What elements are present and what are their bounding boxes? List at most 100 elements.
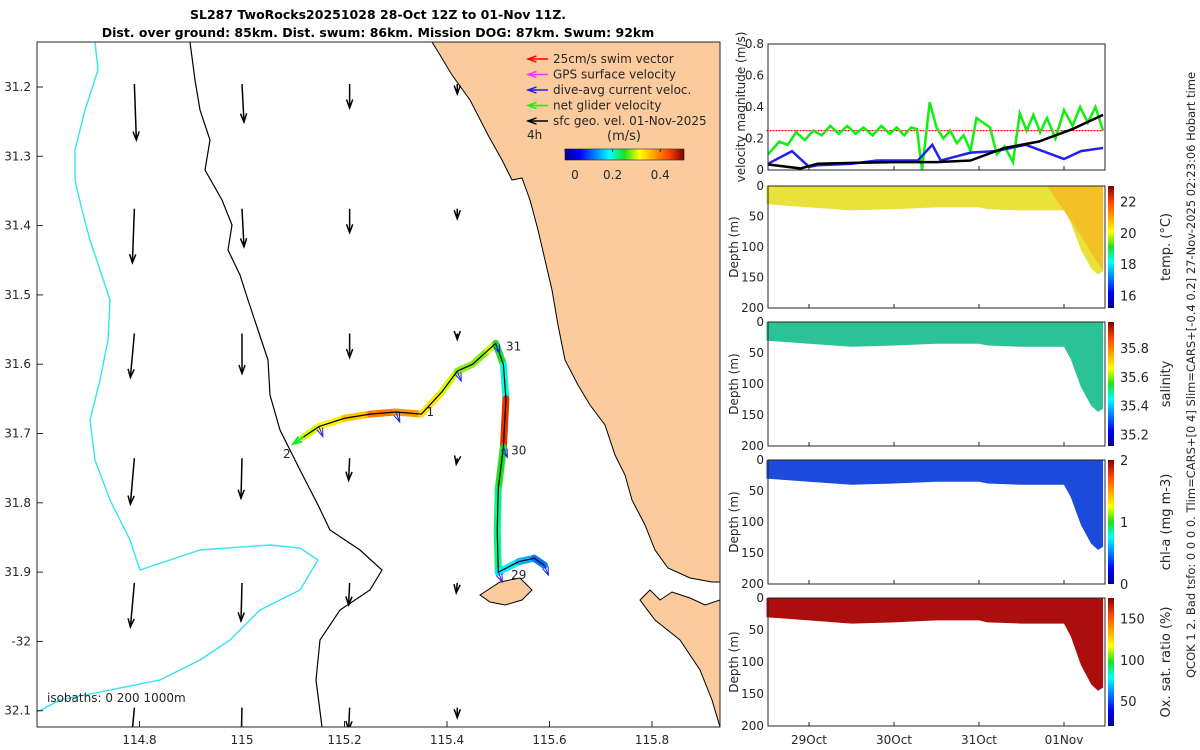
- arrow-shaft: [241, 208, 245, 247]
- geo-velocity-arrow: [345, 208, 354, 235]
- isobath-200m: [189, 42, 383, 727]
- arrow-head: [290, 436, 303, 446]
- map-ticks: 114.8 115 115.2 115.4 115.6 115.8 31.2 31.3 31.4…: [4, 80, 669, 747]
- dive-avg-current-arrow: [500, 447, 508, 459]
- arrow-head: [495, 573, 503, 584]
- geo-velocity-arrow: [127, 458, 136, 507]
- velocity-y-tick-label: 0: [756, 163, 764, 177]
- track-line: [303, 342, 545, 574]
- depth-tick-label: 0: [756, 591, 764, 605]
- arrow-head: [453, 584, 461, 596]
- geo-velocity-arrow: [453, 330, 462, 342]
- dive-avg-current-arrow: [493, 343, 501, 355]
- geo-velocity-arrow: [345, 333, 354, 360]
- velocity-y-label: velocity magnitude (m/s): [734, 32, 748, 183]
- arrow-head: [345, 720, 353, 727]
- section-axes-frame: [767, 597, 1106, 727]
- colorbar-tick-label: 35.6: [1120, 371, 1149, 386]
- title-line-1: SL287 TwoRocks20251028 28-Oct 12Z to 01-…: [190, 7, 566, 22]
- legend-arrow: [525, 117, 548, 125]
- arrow-head: [453, 330, 462, 342]
- section-colorbar: [1108, 322, 1114, 446]
- section-data-0: [766, 186, 1104, 275]
- velocity-y-tick-label: 0.6: [745, 69, 764, 83]
- arrow-head: [525, 117, 537, 125]
- depth-tick-label: 150: [741, 546, 764, 560]
- arrow-shaft: [502, 447, 508, 458]
- geo-velocity-arrow: [453, 84, 462, 97]
- dive-avg-current-arrow: [541, 564, 549, 577]
- section-colorbar: [1108, 460, 1114, 584]
- arrow-shaft: [131, 208, 136, 263]
- arrow-head: [345, 596, 353, 608]
- geo-velocity-arrow: [131, 707, 136, 727]
- arrow-head: [525, 101, 537, 110]
- colorbar-tick-label: 0: [571, 168, 579, 182]
- colorbar-tick-label: 1: [1120, 516, 1128, 531]
- colorbar-label: Ox. sat. ratio (%): [1159, 607, 1174, 718]
- colorbar-tick-label: 50: [1120, 695, 1137, 710]
- legend-arrow: [525, 70, 548, 79]
- velocity-series-net-glider-velocity: [767, 101, 1105, 171]
- map-frame: [36, 41, 721, 728]
- arrow-shaft: [240, 458, 243, 499]
- map-x-tick-label: 115.2: [327, 733, 361, 747]
- colorbar-label: chl-a (mg m-3): [1159, 474, 1174, 571]
- arrow-head: [454, 372, 462, 383]
- speed-colorbar: [564, 148, 685, 161]
- geo-velocity-arrow: [453, 582, 461, 596]
- map-axes: 2 1 31 30 29 114.8 115 115.2 115.4 115.6 115.8 31.…: [4, 41, 721, 747]
- depth-tick-label: 0: [756, 453, 764, 467]
- land-polygon: [431, 42, 720, 583]
- section-data-2: [766, 460, 1104, 550]
- colorbar-tick-label: 35.2: [1120, 428, 1149, 443]
- arrow-head: [525, 70, 537, 79]
- map-y-tick-label: 31.5: [4, 288, 31, 302]
- section-data-3: [766, 598, 1104, 691]
- day-label: 30: [511, 443, 526, 457]
- colorbar-tick-label: 0.2: [603, 168, 622, 182]
- map-y-tick-label: 31.8: [4, 496, 31, 510]
- depth-tick-label: 150: [741, 408, 764, 422]
- legend-label: dive-avg current veloc.: [553, 83, 691, 97]
- depth-tick-label: 150: [741, 687, 764, 701]
- land-polygon-south: [639, 589, 720, 727]
- colorbar-tick-label: 22: [1120, 196, 1137, 211]
- depth-tick-label: 0: [756, 315, 764, 329]
- map-y-tick-label: 31.7: [4, 427, 31, 441]
- velocity-series-dive-avg-current: [767, 142, 1104, 169]
- arrow-head: [237, 489, 245, 501]
- arrow-shaft: [347, 458, 351, 481]
- map-y-tick-label: 32.1: [4, 704, 31, 718]
- legend-label: net glider velocity: [553, 99, 661, 113]
- depth-tick-label: 100: [741, 240, 764, 254]
- depth-axis-label: Depth (m): [727, 353, 741, 414]
- glider-track: 2 1 31 30 29: [283, 339, 549, 584]
- legend-label: GPS surface velocity: [553, 68, 676, 82]
- colorbar-tick-label: 35.8: [1120, 342, 1149, 357]
- depth-axis-label: Depth (m): [727, 216, 741, 277]
- map-y-tick-label: 31.2: [4, 80, 31, 94]
- map-y-tick-label: -32: [11, 634, 31, 648]
- geo-velocity-vectors: [127, 83, 462, 727]
- depth-tick-label: 0: [756, 179, 764, 193]
- geo-velocity-arrow: [453, 707, 462, 720]
- section-axes-frame: [767, 459, 1106, 585]
- arrow-shaft: [129, 582, 136, 628]
- speed-colorbar-ticks: 0 0.2 0.4: [564, 149, 670, 182]
- net-velocity-arrow: [290, 436, 305, 446]
- velocity-series-sfc-geo-vel-: [768, 113, 1104, 170]
- section-axes-frame: [767, 321, 1106, 447]
- depth-tick-label: 200: [741, 577, 764, 591]
- arrow-shaft: [497, 571, 503, 583]
- arrow-head: [393, 413, 401, 424]
- legend-arrow: [525, 86, 548, 94]
- arrow-head: [345, 348, 354, 360]
- arrow-shaft: [395, 411, 401, 423]
- depth-tick-label: 200: [741, 301, 764, 315]
- arrow-head: [345, 471, 353, 483]
- arrow-head: [345, 99, 354, 111]
- map-y-tick-label: 31.4: [4, 219, 31, 233]
- geo-velocity-arrow: [345, 458, 353, 483]
- isobath-1000m: [37, 42, 319, 713]
